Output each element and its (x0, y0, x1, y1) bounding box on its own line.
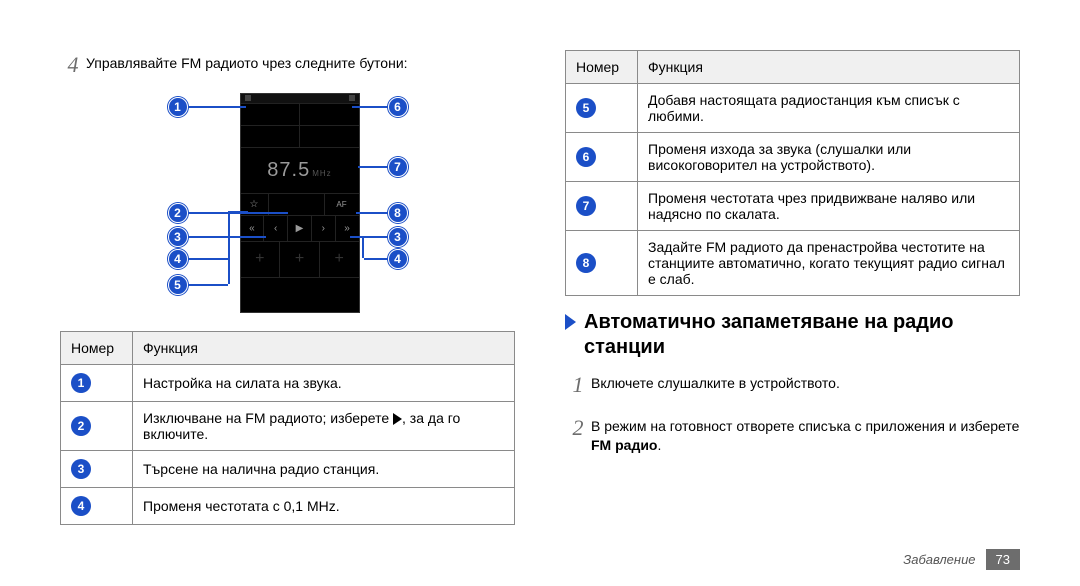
row-num-badge: 4 (71, 496, 91, 516)
table-row: 7 Променя честотата чрез придвижване нал… (566, 182, 1020, 231)
row-text: Добавя настоящата радиостанция към списъ… (638, 84, 1020, 133)
chevron-right-icon (565, 314, 576, 330)
callout-4l: 4 (168, 249, 188, 269)
row-num-badge: 5 (576, 98, 596, 118)
th-func: Функция (638, 51, 1020, 84)
callout-2: 2 (168, 203, 188, 223)
row-num-badge: 3 (71, 459, 91, 479)
row-text: Настройка на силата на звука. (133, 364, 515, 401)
row-num-badge: 7 (576, 196, 596, 216)
row-text: Променя честотата с 0,1 MHz. (133, 487, 515, 524)
frequency-value: 87.5 (267, 159, 310, 182)
frequency-display: 87.5 MHz (241, 148, 359, 194)
af-label: AF (325, 194, 359, 215)
table-row: 4 Променя честотата с 0,1 MHz. (61, 487, 515, 524)
step-1: 1 Включете слушалките в устройството. (565, 370, 1020, 401)
callout-8: 8 (388, 203, 408, 223)
row-num-badge: 1 (71, 373, 91, 393)
callout-3r: 3 (388, 227, 408, 247)
section-heading-row: Автоматично запаметяване на радио станци… (565, 310, 1020, 360)
row-text: Променя честотата чрез придвижване наляв… (638, 182, 1020, 231)
th-num: Номер (566, 51, 638, 84)
functions-table-left: Номер Функция 1 Настройка на силата на з… (60, 331, 515, 525)
step-text: Включете слушалките в устройството. (591, 370, 840, 394)
row-text: Изключване на FM радиото; изберете , за … (133, 401, 515, 450)
play-icon (393, 413, 402, 425)
row-text: Променя изхода за звука (слушалки или ви… (638, 133, 1020, 182)
step-number: 4 (60, 50, 86, 81)
callout-7: 7 (388, 157, 408, 177)
footer-page-number: 73 (986, 549, 1020, 570)
step-text: Управлявайте FM радиото чрез следните бу… (86, 50, 408, 74)
table-row: 3 Търсене на налична радио станция. (61, 450, 515, 487)
phone-mock: 87.5 MHz ☆ AF «‹▶›» +++ (240, 93, 360, 313)
row-num-badge: 8 (576, 253, 596, 273)
callout-6: 6 (388, 97, 408, 117)
row-text: Търсене на налична радио станция. (133, 450, 515, 487)
row-num-badge: 6 (576, 147, 596, 167)
table-row: 1 Настройка на силата на звука. (61, 364, 515, 401)
functions-table-right: Номер Функция 5 Добавя настоящата радиос… (565, 50, 1020, 296)
row-num-badge: 2 (71, 416, 91, 436)
th-num: Номер (61, 331, 133, 364)
table-row: 8 Задайте FM радиото да пренастройва чес… (566, 231, 1020, 296)
step-text: В режим на готовност отворете списъка с … (591, 413, 1020, 456)
step-number: 1 (565, 370, 591, 401)
fm-radio-figure: 87.5 MHz ☆ AF «‹▶›» +++ 1 2 (168, 93, 408, 313)
th-func: Функция (133, 331, 515, 364)
callout-5: 5 (168, 275, 188, 295)
step-2: 2 В режим на готовност отворете списъка … (565, 413, 1020, 456)
table-row: 2 Изключване на FM радиото; изберете , з… (61, 401, 515, 450)
step-number: 2 (565, 413, 591, 444)
frequency-unit: MHz (312, 169, 331, 178)
footer-section: Забавление (903, 552, 975, 567)
left-column: 4 Управлявайте FM радиото чрез следните … (60, 50, 515, 546)
right-column: Номер Функция 5 Добавя настоящата радиос… (565, 50, 1020, 546)
page-footer: Забавление 73 (903, 549, 1020, 570)
step-4: 4 Управлявайте FM радиото чрез следните … (60, 50, 515, 81)
row-text: Задайте FM радиото да пренастройва често… (638, 231, 1020, 296)
callout-4r: 4 (388, 249, 408, 269)
table-row: 5 Добавя настоящата радиостанция към спи… (566, 84, 1020, 133)
section-heading: Автоматично запаметяване на радио станци… (584, 310, 1020, 360)
table-row: 6 Променя изхода за звука (слушалки или … (566, 133, 1020, 182)
callout-1: 1 (168, 97, 188, 117)
callout-3l: 3 (168, 227, 188, 247)
